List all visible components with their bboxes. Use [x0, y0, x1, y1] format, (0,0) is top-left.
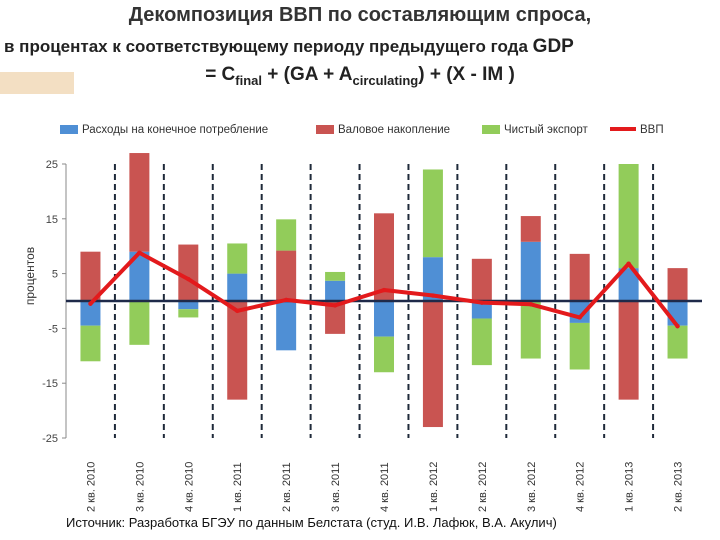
gdp-point — [675, 324, 680, 329]
source-note: Источник: Разработка БГЭУ по данным Белс… — [66, 515, 557, 530]
legend-swatch — [482, 125, 500, 134]
bar-segment — [374, 213, 394, 301]
gdp-point — [528, 302, 533, 307]
decorative-band — [0, 72, 74, 94]
bar-segment — [471, 258, 492, 301]
bar-segment — [618, 164, 639, 269]
x-tick-label: 4 кв. 2011 — [379, 462, 391, 512]
y-tick-label: 15 — [46, 214, 58, 226]
chart-subtitle: в процентах к соответствующему периоду п… — [4, 36, 716, 58]
gdp-point — [626, 261, 631, 266]
bar-segment — [80, 301, 101, 326]
x-tick-label: 3 кв. 2010 — [134, 462, 146, 512]
x-tick-label: 3 кв. 2012 — [526, 462, 538, 512]
bar-segment — [227, 301, 248, 400]
x-tick-label: 1 кв. 2013 — [624, 462, 636, 512]
bar-segment — [325, 280, 346, 301]
bar-segment — [178, 301, 199, 310]
bar-segment — [129, 301, 150, 345]
bar-segment — [325, 301, 346, 334]
gdp-point — [577, 315, 582, 320]
bar-segment — [520, 241, 541, 301]
bar-segment — [374, 336, 394, 373]
bar-segment — [178, 309, 199, 318]
formula-part-1: = C — [205, 64, 236, 85]
subtitle-text: в процентах к соответствующему периоду п… — [4, 37, 528, 56]
x-tick-label: 4 кв. 2012 — [575, 462, 587, 512]
bar-segment — [227, 243, 248, 274]
bar-segment — [520, 216, 541, 242]
bar-segment — [422, 169, 443, 258]
bar-segment — [80, 325, 101, 362]
x-tick-label: 1 кв. 2012 — [428, 462, 440, 512]
legend-label: ВВП — [640, 124, 664, 136]
bar-segment — [471, 318, 492, 366]
legend-swatch — [316, 125, 334, 134]
bar-segment — [276, 301, 297, 351]
bar-segment — [178, 244, 199, 301]
bar-segment — [667, 301, 688, 326]
gdp-point — [137, 250, 142, 255]
x-tick-label: 2 кв. 2012 — [477, 462, 489, 512]
bar-segment — [276, 219, 297, 251]
formula-sub-final: final — [235, 72, 263, 88]
legend-label: Валовое накопление — [338, 124, 450, 136]
bar-segment — [227, 273, 248, 301]
formula-sub-circulating: circulating — [352, 72, 419, 88]
formula-part-3: ) + (X - IM ) — [418, 64, 515, 85]
bar-segment — [618, 268, 639, 301]
x-tick-label: 4 кв. 2010 — [183, 462, 195, 512]
gdp-formula: = Cfinal + (GA + Acirculating) + (X - IM… — [0, 64, 720, 88]
y-tick-label: -5 — [48, 323, 58, 335]
subtitle-gdp: GDP — [532, 36, 574, 57]
bar-segment — [129, 251, 150, 301]
legend-label: Расходы на конечное потребление — [82, 124, 268, 136]
gdp-point — [88, 301, 93, 306]
x-tick-label: 2 кв. 2011 — [281, 462, 293, 512]
gdp-point — [235, 308, 240, 314]
x-tick-label: 3 кв. 2011 — [330, 462, 342, 512]
formula-part-2: + (GA + A — [262, 64, 353, 85]
y-tick-label: 5 — [52, 269, 58, 281]
bar-segment — [667, 325, 688, 359]
y-tick-label: -25 — [42, 433, 58, 445]
bar-segment — [325, 271, 346, 281]
bar-segment — [276, 250, 297, 301]
gdp-point — [430, 293, 436, 298]
x-tick-label: 2 кв. 2013 — [673, 462, 685, 512]
bar-segment — [569, 253, 590, 301]
bar-segment — [471, 301, 492, 319]
bar-segment — [129, 153, 150, 252]
gdp-point — [332, 303, 338, 308]
bar-segment — [667, 268, 688, 301]
y-axis-label: процентов — [23, 247, 37, 305]
bar-segment — [422, 257, 443, 301]
bar-segment — [422, 301, 443, 428]
bar-segment — [80, 251, 101, 301]
y-tick-label: 25 — [46, 159, 58, 171]
bar-segment — [569, 322, 590, 370]
gdp-point — [381, 287, 387, 293]
gdp-point — [479, 300, 485, 305]
legend-label: Чистый экспорт — [504, 124, 589, 136]
legend-swatch — [60, 125, 78, 134]
gdp-point — [283, 297, 289, 303]
bar-segment — [374, 301, 394, 337]
x-tick-label: 1 кв. 2011 — [232, 462, 244, 512]
x-tick-label: 2 кв. 2010 — [85, 462, 97, 512]
chart-title: Декомпозиция ВВП по составляющим спроса, — [128, 4, 592, 26]
y-tick-label: -15 — [42, 378, 58, 390]
bar-segment — [520, 301, 541, 359]
bar-segment — [618, 301, 639, 400]
gdp-point — [186, 276, 191, 282]
